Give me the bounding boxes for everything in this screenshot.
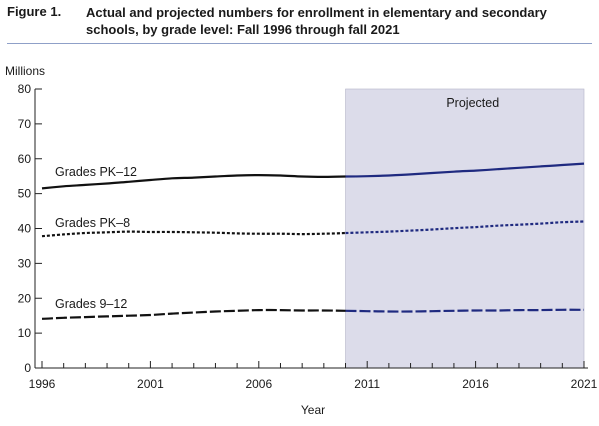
- x-axis-title: Year: [301, 403, 325, 417]
- y-tick-label: 30: [18, 256, 32, 270]
- y-tick-label: 60: [18, 152, 32, 166]
- x-tick-label: 1996: [29, 377, 56, 391]
- projected-label: Projected: [446, 96, 499, 110]
- series-line-projected: [345, 220, 585, 235]
- series-line-projected: [345, 162, 585, 178]
- series-line-actual: [41, 173, 346, 190]
- y-tick-label: 40: [18, 222, 32, 236]
- figure-title: Actual and projected numbers for enrollm…: [86, 5, 547, 37]
- projected-region: [345, 88, 585, 369]
- x-tick-label: 2011: [354, 377, 380, 391]
- y-tick-label: 0: [24, 361, 31, 375]
- x-tick-label: 2001: [137, 377, 164, 391]
- x-tick-label: 2016: [462, 377, 489, 391]
- y-axis-title: Millions: [5, 64, 45, 78]
- y-tick-label: 50: [18, 187, 32, 201]
- x-tick-label: 2021: [571, 377, 598, 391]
- title-rule: [7, 43, 592, 44]
- y-tick-label: 70: [18, 117, 32, 131]
- x-tick-label: 2006: [245, 377, 272, 391]
- figure-label: Figure 1.: [7, 4, 62, 19]
- series-label: Grades PK–8: [55, 216, 130, 230]
- y-tick-label: 80: [18, 82, 32, 96]
- series-line-projected: [345, 308, 585, 313]
- y-tick-label: 10: [18, 326, 32, 340]
- series-line-actual: [41, 230, 346, 238]
- y-tick-label: 20: [18, 291, 32, 305]
- series-label: Grades 9–12: [55, 297, 127, 311]
- series-label: Grades PK–12: [55, 165, 137, 179]
- series-line-actual: [41, 308, 346, 320]
